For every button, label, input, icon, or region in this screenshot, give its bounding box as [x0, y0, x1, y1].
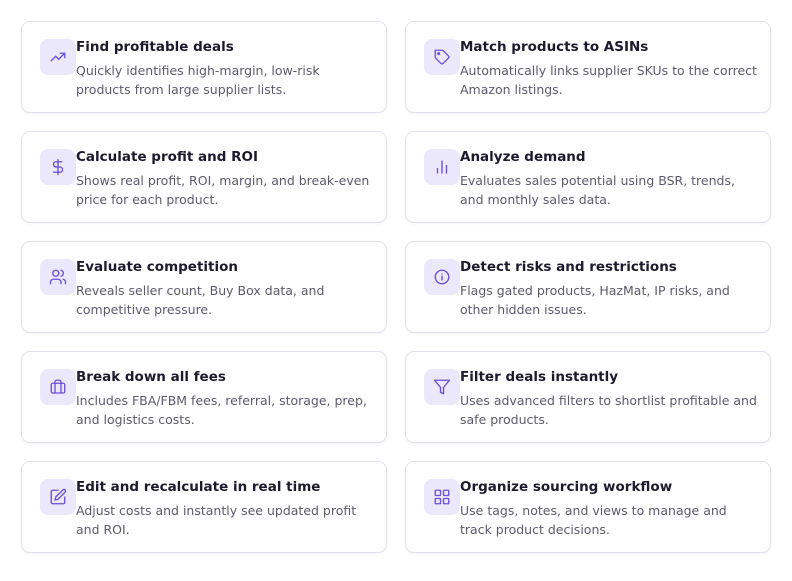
feature-title: Analyze demand — [460, 149, 586, 165]
feature-description: Use tags, notes, and views to manage and… — [460, 503, 727, 537]
feature-card-profit-roi: Calculate profit and ROI Shows real prof… — [21, 131, 387, 223]
feature-card-analyze-demand: Analyze demand Evaluates sales potential… — [405, 131, 771, 223]
feature-description: Uses advanced filters to shortlist profi… — [460, 393, 757, 427]
feature-card-find-deals: Find profitable deals Quickly identifies… — [21, 21, 387, 113]
feature-title: Filter deals instantly — [460, 369, 619, 385]
feature-card-filter: Filter deals instantly Uses advanced fil… — [405, 351, 771, 443]
feature-description: Flags gated products, HazMat, IP risks, … — [460, 283, 730, 317]
users-icon — [40, 259, 76, 295]
feature-title: Organize sourcing workflow — [460, 479, 673, 495]
edit-icon — [40, 479, 76, 515]
feature-description: Adjust costs and instantly see updated p… — [76, 503, 357, 537]
feature-description: Quickly identifies high-margin, low-risk… — [76, 63, 320, 97]
feature-card-fees: Break down all fees Includes FBA/FBM fee… — [21, 351, 387, 443]
feature-title: Find profitable deals — [76, 39, 234, 55]
feature-description: Evaluates sales potential using BSR, tre… — [460, 173, 735, 207]
feature-card-match-asins: Match products to ASINs Automatically li… — [405, 21, 771, 113]
briefcase-icon — [40, 369, 76, 405]
filter-icon — [424, 369, 460, 405]
tag-icon — [424, 39, 460, 75]
bar-chart-icon — [424, 149, 460, 185]
feature-title: Calculate profit and ROI — [76, 149, 259, 165]
feature-title: Break down all fees — [76, 369, 226, 385]
feature-card-risks: Detect risks and restrictions Flags gate… — [405, 241, 771, 333]
trending-up-icon — [40, 39, 76, 75]
feature-description: Shows real profit, ROI, margin, and brea… — [76, 173, 370, 207]
feature-description: Includes FBA/FBM fees, referral, storage… — [76, 393, 367, 427]
feature-title: Detect risks and restrictions — [460, 259, 677, 275]
info-icon — [424, 259, 460, 295]
dollar-icon — [40, 149, 76, 185]
feature-title: Edit and recalculate in real time — [76, 479, 321, 495]
feature-card-recalculate: Edit and recalculate in real time Adjust… — [21, 461, 387, 553]
feature-title: Match products to ASINs — [460, 39, 649, 55]
feature-card-workflow: Organize sourcing workflow Use tags, not… — [405, 461, 771, 553]
feature-description: Automatically links supplier SKUs to the… — [460, 63, 757, 97]
feature-title: Evaluate competition — [76, 259, 238, 275]
grid-icon — [424, 479, 460, 515]
feature-description: Reveals seller count, Buy Box data, and … — [76, 283, 325, 317]
feature-card-competition: Evaluate competition Reveals seller coun… — [21, 241, 387, 333]
